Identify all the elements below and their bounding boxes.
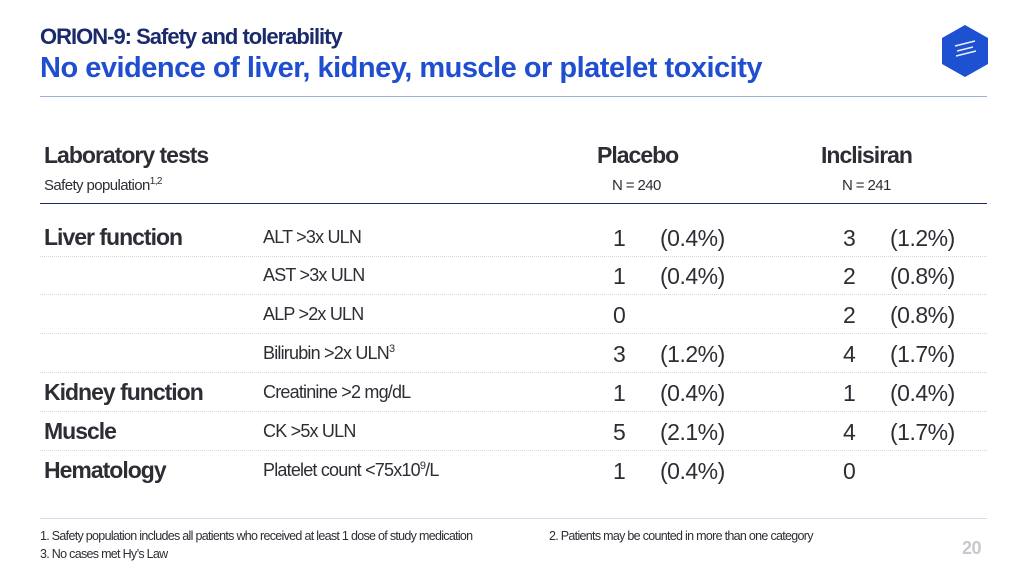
row-separator [40, 294, 987, 295]
header-safety-population: Safety population1,2 [44, 176, 162, 194]
inclisiran-count: 1 [843, 380, 856, 406]
slide-subtitle: ORION-9: Safety and tolerability [40, 24, 343, 49]
placebo-percent: (2.1%) [660, 419, 725, 445]
footnote-1: 1. Safety population includes all patien… [40, 529, 473, 543]
placebo-percent: (1.2%) [660, 341, 725, 367]
placebo-count: 1 [613, 225, 626, 251]
footnote-divider [40, 518, 987, 519]
inclisiran-count: 0 [843, 458, 856, 484]
row-category: Liver function [44, 224, 183, 250]
row-category: Kidney function [44, 379, 204, 405]
header-inclisiran-n: N = 241 [842, 177, 891, 194]
header-placebo-n: N = 240 [612, 177, 661, 194]
inclisiran-percent: (0.8%) [890, 263, 955, 289]
table-row: Muscle CK >5x ULN 5 (2.1%) 4 (1.7%) [0, 412, 1024, 451]
placebo-count: 1 [613, 380, 626, 406]
row-test: AST >3x ULN [263, 265, 365, 285]
placebo-percent: (0.4%) [660, 225, 725, 251]
slide-title: No evidence of liver, kidney, muscle or … [40, 52, 763, 84]
row-separator [40, 256, 987, 257]
row-test: Creatinine >2 mg/dL [263, 382, 411, 402]
row-test: CK >5x ULN [263, 421, 356, 441]
placebo-count: 0 [613, 302, 626, 328]
placebo-percent: (0.4%) [660, 263, 725, 289]
footnote-3: 3. No cases met Hy’s Law [40, 547, 168, 561]
table-row: Bilirubin >2x ULN3 3 (1.2%) 4 (1.7%) [0, 334, 1024, 373]
row-test: Bilirubin >2x ULN3 [263, 343, 395, 363]
title-divider [40, 96, 987, 97]
table-row: ALP >2x ULN 0 2 (0.8%) [0, 295, 1024, 334]
row-category: Muscle [44, 418, 117, 444]
header-inclisiran: Inclisiran [821, 142, 913, 168]
row-category: Hematology [44, 457, 167, 483]
inclisiran-count: 4 [843, 419, 856, 445]
inclisiran-count: 2 [843, 263, 856, 289]
placebo-count: 5 [613, 419, 626, 445]
placebo-count: 3 [613, 341, 626, 367]
inclisiran-percent: (1.2%) [890, 225, 955, 251]
header-lab-tests: Laboratory tests [44, 142, 209, 168]
inclisiran-count: 2 [843, 302, 856, 328]
brand-cube-icon [942, 25, 988, 77]
inclisiran-percent: (0.4%) [890, 380, 955, 406]
row-separator [40, 411, 987, 412]
placebo-count: 1 [613, 263, 626, 289]
placebo-count: 1 [613, 458, 626, 484]
page-number: 20 [962, 538, 982, 558]
placebo-percent: (0.4%) [660, 458, 725, 484]
row-separator [40, 372, 987, 373]
inclisiran-percent: (1.7%) [890, 419, 955, 445]
inclisiran-count: 4 [843, 341, 856, 367]
inclisiran-count: 3 [843, 225, 856, 251]
row-test: Platelet count <75x109/L [263, 460, 439, 480]
row-test: ALP >2x ULN [263, 304, 364, 324]
header-placebo: Placebo [597, 142, 679, 168]
table-row: Kidney function Creatinine >2 mg/dL 1 (0… [0, 373, 1024, 412]
table-row: Liver function ALT >3x ULN 1 (0.4%) 3 (1… [0, 218, 1024, 257]
row-separator [40, 450, 987, 451]
inclisiran-percent: (0.8%) [890, 302, 955, 328]
row-separator [40, 333, 987, 334]
footnote-2: 2. Patients may be counted in more than … [549, 529, 813, 543]
inclisiran-percent: (1.7%) [890, 341, 955, 367]
table-row: Hematology Platelet count <75x109/L 1 (0… [0, 451, 1024, 490]
table-row: AST >3x ULN 1 (0.4%) 2 (0.8%) [0, 256, 1024, 295]
header-divider [40, 203, 987, 204]
placebo-percent: (0.4%) [660, 380, 725, 406]
row-test: ALT >3x ULN [263, 227, 362, 247]
